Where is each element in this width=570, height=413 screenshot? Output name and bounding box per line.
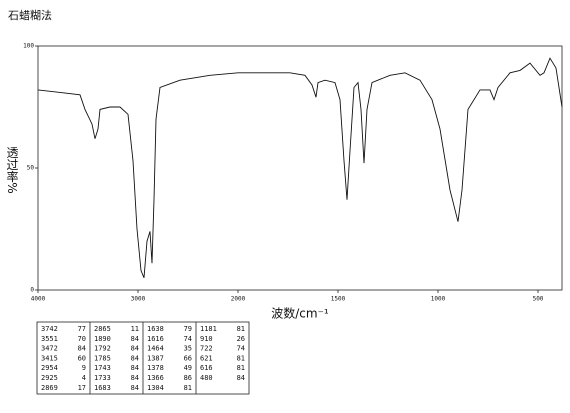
- peak-wavenumber: 3742: [41, 325, 58, 333]
- peak-transmittance: 81: [237, 325, 245, 333]
- y-tick-label: 0: [30, 287, 34, 294]
- peak-transmittance: 79: [184, 325, 192, 333]
- peak-wavenumber: 1464: [147, 345, 164, 353]
- peak-transmittance: 77: [78, 325, 86, 333]
- x-axis-label: 波数/cm⁻¹: [271, 306, 329, 321]
- peak-wavenumber: 480: [200, 374, 213, 382]
- peak-wavenumber: 1387: [147, 354, 164, 362]
- y-axis-label: 透过率%: [5, 146, 19, 194]
- peak-wavenumber: 2869: [41, 384, 58, 392]
- peak-wavenumber: 1366: [147, 374, 164, 382]
- peak-transmittance: 9: [82, 364, 86, 372]
- peak-wavenumber: 1733: [94, 374, 111, 382]
- peak-transmittance: 66: [184, 354, 192, 362]
- x-tick-label: 4000: [31, 296, 46, 303]
- y-tick-label: 50: [27, 165, 35, 172]
- x-tick-label: 2000: [231, 296, 246, 303]
- peak-transmittance: 11: [131, 325, 139, 333]
- peak-transmittance: 70: [78, 335, 86, 343]
- peak-transmittance: 84: [131, 335, 139, 343]
- peak-wavenumber: 3415: [41, 354, 58, 362]
- peak-wavenumber: 2925: [41, 374, 58, 382]
- peak-transmittance: 86: [184, 374, 192, 382]
- peak-transmittance: 84: [131, 374, 139, 382]
- peak-transmittance: 81: [237, 354, 245, 362]
- peak-transmittance: 84: [131, 364, 139, 372]
- peak-wavenumber: 1683: [94, 384, 111, 392]
- peak-wavenumber: 3551: [41, 335, 58, 343]
- peak-wavenumber: 722: [200, 345, 213, 353]
- peak-wavenumber: 1743: [94, 364, 111, 372]
- peak-wavenumber: 2954: [41, 364, 58, 372]
- peak-wavenumber: 621: [200, 354, 213, 362]
- peak-transmittance: 17: [78, 384, 86, 392]
- chart-title: 石蜡糊法: [8, 8, 52, 22]
- peak-transmittance: 26: [237, 335, 245, 343]
- peak-transmittance: 4: [82, 374, 86, 382]
- x-tick-label: 1000: [431, 296, 446, 303]
- peak-wavenumber: 1181: [200, 325, 217, 333]
- x-tick-label: 3000: [131, 296, 146, 303]
- peak-transmittance: 84: [131, 384, 139, 392]
- peak-wavenumber: 3472: [41, 345, 58, 353]
- x-tick-label: 500: [533, 296, 544, 303]
- peak-transmittance: 74: [237, 345, 245, 353]
- peak-transmittance: 84: [131, 354, 139, 362]
- y-tick-label: 100: [23, 43, 34, 50]
- peak-transmittance: 49: [184, 364, 192, 372]
- peak-transmittance: 84: [237, 374, 245, 382]
- peak-wavenumber: 1304: [147, 384, 164, 392]
- peak-wavenumber: 1890: [94, 335, 111, 343]
- spectrum-line: [37, 57, 563, 278]
- x-tick-label: 1500: [331, 296, 346, 303]
- peak-transmittance: 81: [237, 364, 245, 372]
- peak-wavenumber: 910: [200, 335, 213, 343]
- peak-wavenumber: 1785: [94, 354, 111, 362]
- peak-transmittance: 35: [184, 345, 192, 353]
- peak-wavenumber: 1792: [94, 345, 111, 353]
- peak-transmittance: 84: [131, 345, 139, 353]
- peak-transmittance: 74: [184, 335, 192, 343]
- peak-wavenumber: 2865: [94, 325, 111, 333]
- peak-transmittance: 60: [78, 354, 86, 362]
- peak-wavenumber: 616: [200, 364, 213, 372]
- peak-wavenumber: 1638: [147, 325, 164, 333]
- peak-wavenumber: 1616: [147, 335, 164, 343]
- plot-frame: [37, 45, 563, 291]
- peak-transmittance: 84: [78, 345, 86, 353]
- peak-wavenumber: 1378: [147, 364, 164, 372]
- peak-transmittance: 81: [184, 384, 192, 392]
